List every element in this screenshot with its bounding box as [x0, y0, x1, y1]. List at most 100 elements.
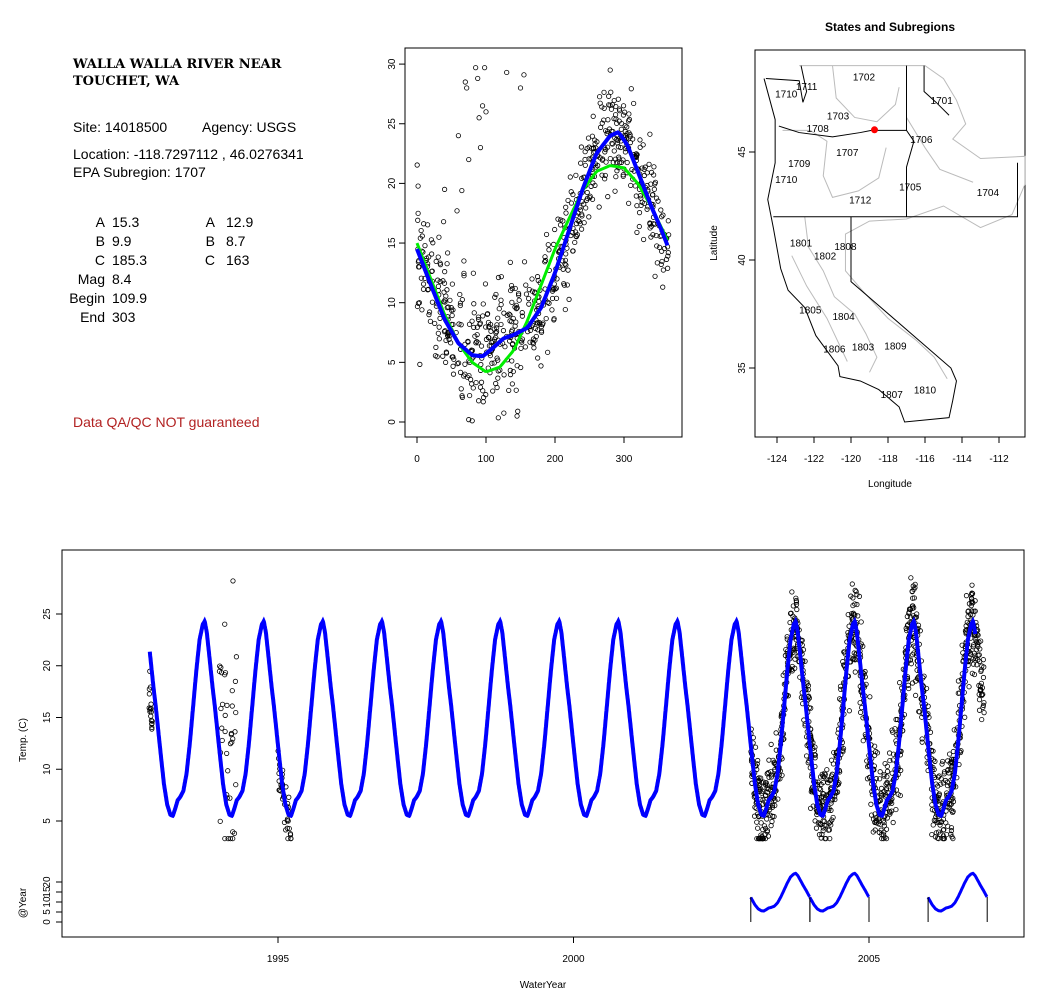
y-tick-label: 0 — [387, 419, 398, 425]
observation-point — [582, 162, 588, 168]
observation-point — [821, 770, 828, 776]
scatter-plot-frame — [404, 47, 683, 438]
observation-point — [932, 758, 938, 764]
observation-point — [232, 678, 239, 684]
observation-point — [435, 330, 441, 336]
subregion-label: 1808 — [834, 242, 857, 253]
observation-point — [507, 312, 513, 318]
observation-point — [665, 253, 671, 259]
subregion-label: 1801 — [790, 239, 813, 250]
observation-point — [939, 761, 945, 767]
observation-point — [415, 210, 421, 216]
observation-point — [228, 730, 235, 737]
observation-point — [466, 156, 472, 163]
observation-point — [628, 86, 634, 92]
observation-point — [655, 198, 661, 204]
observation-point — [620, 103, 627, 109]
observation-point — [850, 602, 856, 609]
observation-point — [793, 595, 799, 601]
y-tick-label: 5 — [42, 818, 53, 824]
observation-point — [889, 727, 895, 733]
observation-point — [618, 126, 624, 132]
observation-point — [596, 204, 602, 210]
observation-point — [461, 258, 467, 264]
observation-point — [427, 318, 433, 324]
observation-point — [773, 730, 779, 736]
observation-point — [587, 193, 593, 199]
observation-point — [433, 344, 439, 350]
y-tick-label: 45 — [737, 146, 748, 158]
param-value: 8.7 — [226, 233, 246, 249]
observation-point — [531, 345, 537, 351]
observation-point — [599, 172, 605, 178]
observation-point — [494, 325, 500, 331]
observation-point — [492, 294, 498, 300]
observation-point — [526, 301, 532, 307]
observation-point — [549, 295, 556, 302]
observation-point — [904, 613, 910, 620]
subregion-label: 1711 — [796, 82, 818, 93]
y-tick-label: 20 — [387, 177, 398, 189]
subregion-label: 1709 — [788, 159, 811, 170]
observation-point — [650, 221, 656, 227]
state-boundary — [773, 162, 1018, 218]
observation-point — [568, 200, 575, 206]
observation-point — [562, 261, 568, 267]
observation-point — [557, 222, 564, 228]
observation-point — [526, 287, 532, 293]
param-label: B — [95, 233, 105, 249]
observation-point — [485, 311, 491, 317]
observation-point — [762, 831, 768, 837]
observation-point — [504, 69, 510, 76]
observation-point — [831, 749, 837, 756]
observation-point — [638, 195, 644, 201]
observation-point — [284, 825, 290, 831]
observation-point — [441, 186, 448, 192]
observation-point — [665, 265, 671, 271]
observation-point — [817, 774, 824, 780]
subregion-label: 1707 — [836, 148, 859, 159]
observation-point — [456, 321, 462, 327]
observation-point — [813, 825, 820, 831]
observation-point — [462, 79, 468, 85]
observation-point — [868, 801, 874, 807]
observation-point — [614, 159, 620, 166]
observation-point — [495, 375, 501, 381]
observation-point — [563, 251, 569, 257]
observation-point — [840, 659, 846, 665]
observation-point — [817, 786, 824, 793]
observation-point — [422, 243, 428, 249]
param-label: B — [205, 233, 215, 249]
observation-point — [573, 172, 579, 178]
observation-point — [515, 290, 522, 297]
observation-point — [627, 140, 633, 146]
observation-point — [979, 716, 985, 723]
observation-point — [663, 256, 670, 262]
observation-point — [523, 282, 529, 288]
observation-point — [756, 775, 762, 781]
subregion-label: 1806 — [823, 345, 846, 356]
observation-point — [640, 142, 646, 148]
observation-point — [850, 595, 856, 601]
observation-point — [442, 328, 448, 334]
subregion-boundary — [791, 255, 848, 362]
observation-point — [222, 835, 228, 842]
observation-point — [498, 274, 504, 280]
observation-point — [545, 349, 551, 355]
observation-point — [450, 363, 456, 369]
observation-point — [552, 286, 558, 292]
observation-point — [909, 605, 916, 611]
x-tick-label: -122 — [804, 454, 824, 465]
observation-point — [435, 277, 441, 283]
observation-point — [519, 313, 525, 319]
observation-point — [568, 189, 574, 195]
observation-point — [815, 779, 821, 785]
x-tick-label: 300 — [616, 454, 633, 465]
site-title-line1: WALLA WALLA RIVER NEAR — [73, 57, 282, 72]
subregion-boundary — [832, 65, 900, 123]
y-tick-label: 5 — [387, 359, 398, 365]
observation-point — [883, 835, 890, 842]
subregion-boundary — [782, 129, 887, 198]
y-tick-label: 25 — [42, 608, 53, 620]
observation-point — [233, 782, 239, 788]
